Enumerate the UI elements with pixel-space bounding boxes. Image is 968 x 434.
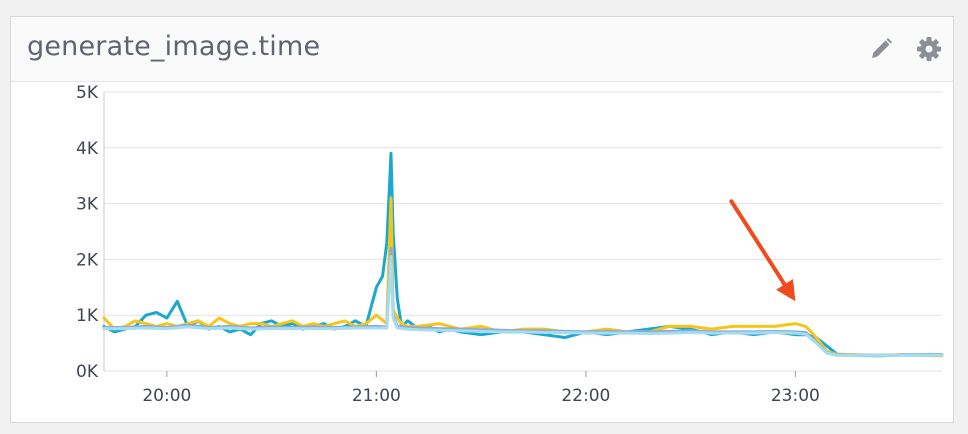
- y-tick-label: 3K: [76, 195, 99, 215]
- y-tick-label: 5K: [76, 83, 99, 103]
- y-tick-label: 4K: [76, 139, 99, 159]
- annotations: [729, 199, 796, 302]
- annotation-arrow-shaft: [729, 199, 787, 287]
- x-tick-label: 21:00: [352, 386, 401, 406]
- grid: [104, 91, 942, 372]
- timeseries-widget: generate_image.time: [10, 16, 954, 423]
- x-tick-label: 22:00: [561, 386, 610, 406]
- series-line-4: [102, 255, 944, 357]
- widget-header: generate_image.time: [11, 17, 953, 82]
- y-tick-label: 2K: [76, 250, 99, 270]
- x-tick-label: 23:00: [771, 386, 820, 406]
- gear-icon[interactable]: [915, 35, 943, 63]
- annotation-arrow-head: [776, 279, 796, 302]
- y-tick-label: 0K: [76, 362, 99, 382]
- axes: 0K 1K 2K 3K 4K 5K 20:00 21:00 22:00 23:00: [76, 83, 820, 406]
- x-tick-label: 20:00: [142, 386, 191, 406]
- widget-title: generate_image.time: [27, 31, 321, 62]
- pencil-icon[interactable]: [867, 35, 895, 63]
- series-group: [102, 151, 944, 358]
- y-tick-label: 1K: [76, 306, 99, 326]
